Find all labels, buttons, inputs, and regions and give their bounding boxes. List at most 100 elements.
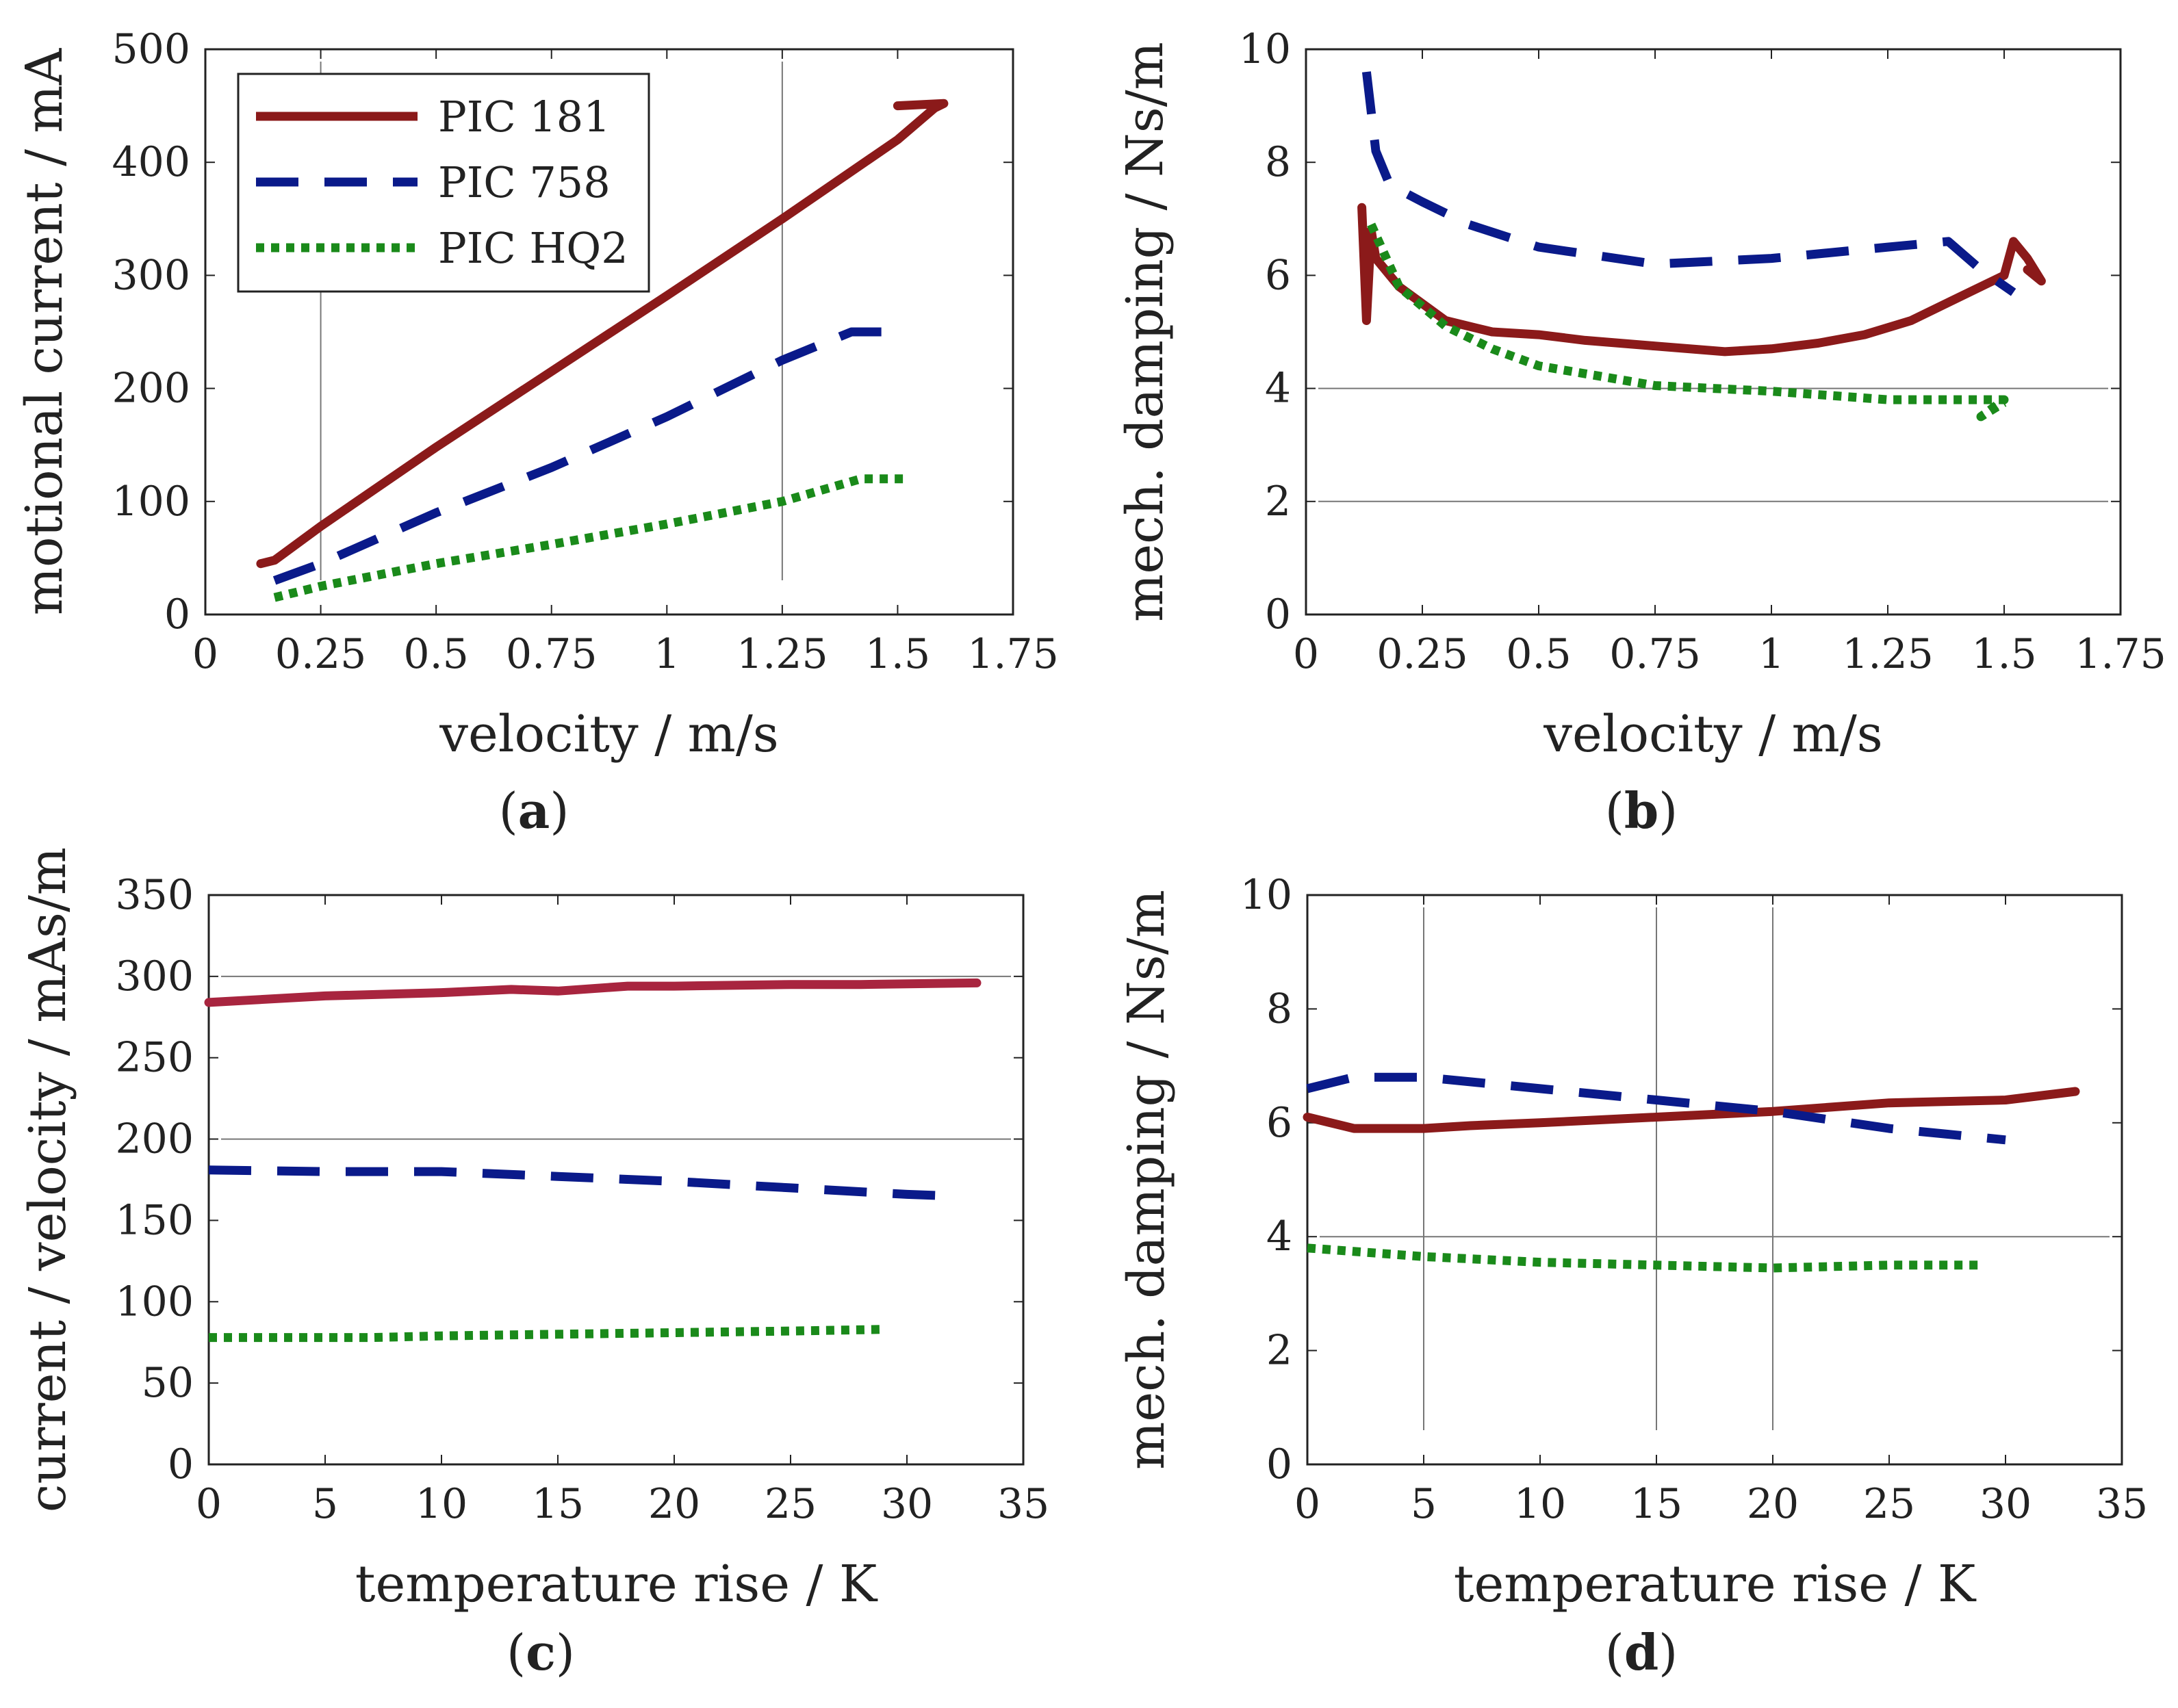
x-tick-label: 0 (1293, 630, 1319, 678)
series-line-pic-hq2 (1307, 1243, 1982, 1273)
legend-entry: PIC 758 (438, 157, 611, 207)
y-tick-label: 4 (1265, 365, 1291, 413)
series-line-pic-181 (204, 978, 982, 1007)
x-tick-label: 10 (415, 1480, 467, 1528)
x-tick-label: 15 (532, 1480, 584, 1528)
x-tick-label: 0.5 (403, 630, 468, 678)
x-tick-label: 20 (1747, 1480, 1799, 1528)
series-line-pic-hq2 (1367, 222, 2009, 422)
y-tick-label: 200 (115, 1115, 194, 1163)
y-tick-label: 300 (112, 251, 190, 299)
panel-label: (a) (499, 781, 569, 840)
panel-label-close: ) (1658, 1624, 1678, 1681)
y-tick-label: 0 (1266, 1440, 1292, 1488)
y-tick-label: 2 (1266, 1327, 1292, 1375)
x-tick-label: 1.75 (967, 630, 1059, 678)
y-axis-label: current / velocity / mAs/m (18, 847, 77, 1512)
chart-a: 0 0.25 0.5 0.75 1 1.25 1.5 1.75 0 100 200 300 400 500… (15, 25, 1059, 840)
x-tick-label: 0 (1294, 1480, 1320, 1528)
x-tick-label: 1 (1758, 630, 1784, 678)
panel-label: (d) (1605, 1623, 1678, 1681)
y-tick-label: 500 (112, 25, 190, 73)
x-tick-label: 1.5 (1971, 630, 2036, 678)
x-tick-label: 1.5 (865, 630, 930, 678)
x-tick-label: 35 (997, 1480, 1049, 1528)
legend-entry: PIC HQ2 (438, 223, 628, 273)
y-tick-label: 100 (115, 1278, 194, 1325)
chart-d: 0 5 10 15 20 25 30 35 0 2 4 6 8 10 temperature rise / … (1117, 871, 2148, 1681)
axes-frame (1305, 48, 2122, 616)
y-tick-label: 8 (1266, 985, 1292, 1033)
series-line-pic-181 (1303, 1087, 2080, 1133)
panel-label-open: ( (499, 782, 518, 840)
panel-label-letter: c (526, 1623, 556, 1681)
y-tick-label: 6 (1265, 251, 1291, 299)
axes-frame (207, 894, 1025, 1466)
x-tick-label: 15 (1630, 1480, 1682, 1528)
y-tick-label: 8 (1265, 138, 1291, 186)
y-axis-label: motional current / mA (15, 47, 74, 615)
series-line-pic-758 (1361, 71, 2016, 296)
series-line-pic-181 (1357, 203, 2046, 357)
y-tick-label: 250 (115, 1034, 194, 1082)
x-tick-label: 0.75 (506, 630, 598, 678)
panel-label-open: ( (507, 1624, 526, 1681)
series-line-pic-758 (208, 1165, 954, 1201)
chart-b: 0 0.25 0.5 0.75 1 1.25 1.5 1.75 0 2 4 6 8 10 velocity … (1116, 25, 2166, 840)
panel-label-open: ( (1605, 782, 1624, 840)
y-tick-label: 2 (1265, 478, 1291, 526)
y-tick-label: 0 (1265, 591, 1291, 638)
y-tick-label: 300 (115, 953, 194, 1000)
legend-entry: PIC 181 (438, 92, 611, 142)
panel-label-open: ( (1605, 1624, 1624, 1681)
x-tick-label: 5 (312, 1480, 338, 1528)
series-line-pic-hq2 (209, 1325, 884, 1343)
series-line-pic-181 (256, 99, 949, 569)
y-tick-label: 400 (112, 138, 190, 186)
y-tick-label: 0 (164, 591, 190, 638)
panel-label: (c) (507, 1623, 575, 1681)
series-line-pic-758 (272, 327, 907, 585)
x-tick-label: 0 (192, 630, 218, 678)
x-tick-label: 0.75 (1609, 630, 1701, 678)
panel-label-close: ) (556, 1624, 575, 1681)
y-tick-label: 10 (1239, 25, 1291, 73)
y-tick-label: 150 (115, 1196, 194, 1244)
x-tick-label: 0.25 (1376, 630, 1468, 678)
x-tick-label: 10 (1514, 1480, 1566, 1528)
legend-box (237, 73, 650, 293)
x-tick-label: 1.25 (1842, 630, 1934, 678)
x-tick-label: 1.75 (2075, 630, 2166, 678)
x-tick-label: 30 (1980, 1480, 2032, 1528)
panel-label-close: ) (1658, 782, 1678, 840)
panel-label-letter: b (1624, 781, 1658, 840)
panel-label-letter: a (518, 781, 550, 840)
x-axis-label: velocity / m/s (1543, 705, 1883, 764)
y-axis-label: mech. damping / Ns/m (1116, 42, 1175, 622)
y-tick-label: 0 (168, 1440, 194, 1488)
x-tick-label: 30 (881, 1480, 933, 1528)
x-tick-label: 25 (1863, 1480, 1915, 1528)
legend: PIC 181 PIC 758 PIC HQ2 (237, 73, 650, 293)
y-tick-label: 6 (1266, 1099, 1292, 1147)
x-axis-label: temperature rise / K (355, 1555, 878, 1614)
x-tick-label: 0.5 (1506, 630, 1571, 678)
x-tick-label: 1.25 (736, 630, 828, 678)
x-tick-label: 0.25 (275, 630, 367, 678)
y-tick-label: 200 (112, 365, 190, 413)
x-tick-label: 0 (196, 1480, 222, 1528)
panel-label-letter: d (1624, 1623, 1658, 1681)
y-tick-label: 10 (1240, 871, 1292, 919)
y-tick-label: 100 (112, 478, 190, 526)
y-axis-label: mech. damping / Ns/m (1117, 890, 1176, 1470)
panel-label-close: ) (550, 782, 569, 840)
x-tick-label: 5 (1411, 1480, 1437, 1528)
series-line-pic-758 (1306, 1072, 2006, 1145)
x-tick-label: 25 (765, 1480, 817, 1528)
y-tick-label: 350 (115, 871, 194, 919)
x-axis-label: velocity / m/s (439, 705, 779, 764)
axes-frame (204, 48, 1014, 616)
y-tick-label: 50 (142, 1359, 194, 1407)
x-axis-label: temperature rise / K (1454, 1555, 1977, 1614)
